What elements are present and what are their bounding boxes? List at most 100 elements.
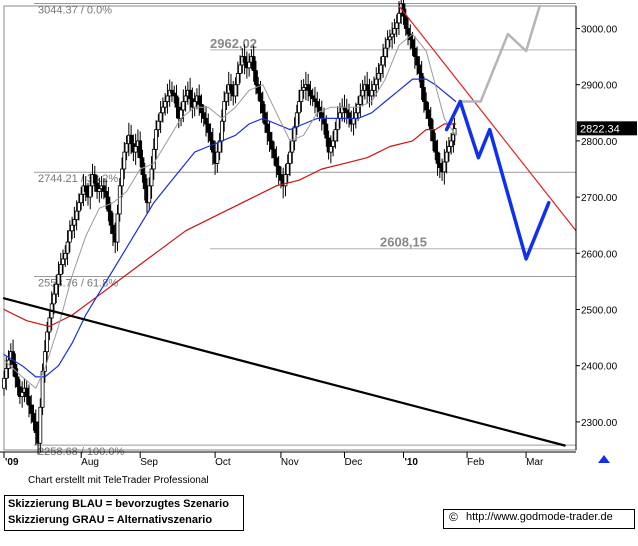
- price-bar-body: [104, 191, 109, 198]
- price-bar-body: [256, 84, 261, 94]
- price-bar-body: [328, 146, 333, 153]
- price-bar-body: [160, 106, 165, 114]
- price-bar-body: [383, 47, 388, 57]
- price-bar-body: [65, 241, 70, 254]
- price-bar-body: [385, 39, 390, 49]
- price-bar-body: [279, 174, 283, 181]
- price-bar-body: [417, 64, 422, 74]
- price-bar-body: [431, 129, 435, 142]
- price-bar-body: [308, 89, 313, 97]
- price-bar-body: [142, 174, 147, 190]
- x-tick-label: Aug: [81, 457, 99, 468]
- price-bar-body: [392, 28, 397, 35]
- price-bar-body: [338, 112, 342, 119]
- price-bar-body: [247, 61, 252, 69]
- price-bar-body: [269, 140, 274, 150]
- price-bar-body: [426, 109, 431, 119]
- price-bar-body: [313, 98, 317, 102]
- price-bar-body: [181, 101, 186, 111]
- price-bar-body: [422, 87, 426, 102]
- price-bar-body: [201, 112, 206, 119]
- price-bar-body: [31, 413, 36, 423]
- price-bar-body: [335, 118, 340, 131]
- price-bar-body: [292, 126, 297, 142]
- price-bar-body: [322, 118, 326, 125]
- price-bar-body: [265, 123, 270, 133]
- price-bar-body: [449, 140, 454, 147]
- price-bar-body: [208, 132, 213, 142]
- price-bar-body: [272, 148, 277, 159]
- price-bar-body: [444, 151, 449, 163]
- price-bar-body: [138, 140, 143, 159]
- price-bar-body: [20, 391, 25, 398]
- price-bar-body: [333, 129, 338, 142]
- y-tick-label: 2800.00: [581, 137, 618, 148]
- source-link[interactable]: http://www.godmode-trader.de: [466, 511, 613, 523]
- price-bar-body: [70, 224, 74, 232]
- price-bar-body: [222, 101, 227, 122]
- price-bar-body: [54, 283, 59, 295]
- price-bar-body: [111, 224, 115, 235]
- price-bar-body: [372, 84, 376, 91]
- price-bar-body: [61, 258, 65, 265]
- price-bar-body: [72, 219, 77, 226]
- last-price-label: 2822.34: [580, 123, 620, 135]
- price-bar-body: [77, 202, 81, 212]
- price-bar-body: [45, 331, 50, 353]
- price-bar-body: [140, 157, 145, 176]
- price-bar-body: [24, 387, 29, 398]
- price-bar-body: [172, 92, 177, 97]
- price-bar-body: [374, 78, 379, 86]
- copyright-icon: ©: [449, 510, 458, 524]
- price-bar-body: [224, 92, 229, 102]
- price-bar-body: [115, 213, 120, 243]
- price-bar-body: [11, 351, 15, 365]
- price-bar-body: [260, 101, 265, 114]
- price-bar-body: [101, 185, 106, 192]
- price-bar-body: [120, 168, 124, 187]
- price-bar-body: [419, 73, 424, 88]
- x-tick-label: '09: [5, 457, 19, 468]
- price-bar-body: [331, 140, 336, 147]
- y-tick-label: 2300.00: [581, 418, 618, 429]
- price-bar-body: [163, 101, 168, 108]
- price-bar-body: [415, 56, 420, 66]
- price-bar-body: [326, 137, 331, 153]
- price-bar-body: [428, 118, 433, 131]
- source-box: [443, 509, 635, 529]
- price-bar-body: [97, 188, 102, 192]
- price-bar-body: [233, 84, 238, 97]
- price-bar-body: [2, 377, 6, 389]
- price-bar-body: [360, 89, 365, 97]
- price-bar-body: [351, 118, 356, 125]
- x-tick-label: '10: [404, 457, 418, 468]
- price-bar-body: [40, 370, 45, 408]
- price-bar-body: [156, 120, 161, 131]
- fib-level-label: 2558.76 / 61.8%: [38, 277, 118, 289]
- price-bar-body: [56, 273, 61, 285]
- trendline-black: [2, 297, 566, 447]
- price-bar-body: [376, 73, 381, 80]
- price-bar-body: [267, 132, 272, 142]
- price-bar-body: [63, 252, 68, 260]
- price-bar-body: [319, 112, 324, 119]
- price-bar-body: [288, 151, 292, 164]
- price-bar-body: [242, 56, 247, 63]
- price-bar-body: [390, 33, 395, 38]
- scenario-blue-path: [444, 99, 551, 261]
- price-bar-body: [151, 148, 156, 170]
- price-bar-body: [129, 134, 134, 145]
- price-bar-body: [52, 293, 56, 305]
- price-bar-body: [217, 140, 222, 153]
- price-bar-body: [58, 264, 63, 275]
- price-bar-body: [310, 95, 315, 100]
- y-tick-label: 2500.00: [581, 305, 618, 316]
- key-level-label: 2962,02: [210, 36, 257, 51]
- price-bar-body: [92, 174, 97, 184]
- price-bar-body: [285, 162, 290, 176]
- price-bar-body: [274, 157, 279, 167]
- price-bar-body: [215, 151, 220, 164]
- price-bar-body: [235, 73, 240, 86]
- fib-level-label: 2744.21 / 38.2%: [38, 173, 118, 185]
- x-tick-label: Dec: [344, 457, 362, 468]
